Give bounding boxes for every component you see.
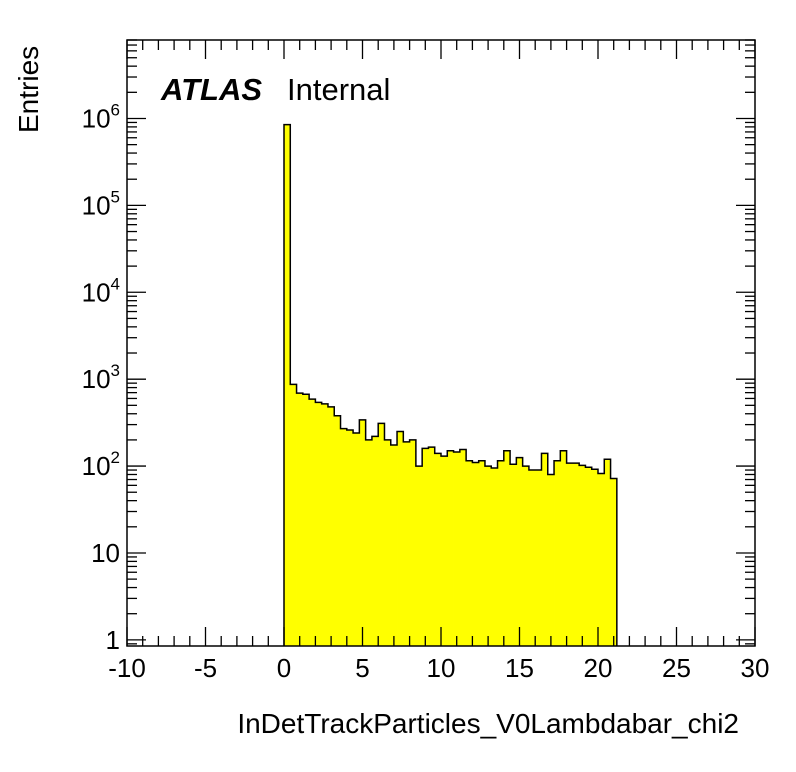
histogram-bin [441,456,448,646]
x-tick-label: -10 [108,653,146,683]
histogram-bin [510,464,517,646]
histogram-bin [409,439,417,646]
x-tick-label: 20 [584,653,613,683]
histogram-bin [547,474,555,646]
histogram-bin [604,459,611,646]
histogram-bin [459,449,467,646]
histogram-bin [535,470,542,646]
atlas-label: ATLAS [160,72,262,107]
histogram-bin [579,465,586,646]
histogram-bin [585,467,593,646]
histogram-bin [484,466,492,646]
x-tick-label: 10 [427,653,456,683]
histogram-bin [554,460,561,646]
histogram-bin [340,428,348,646]
histogram-bin [598,473,605,646]
histogram-bin [397,431,404,646]
y-tick-label: 1 [106,625,120,655]
histogram-bin [365,439,373,646]
histogram-bin [522,466,530,646]
y-tick-label: 105 [82,187,120,220]
histogram-bin [359,419,367,646]
histogram-bin [321,403,329,646]
histogram-bin [309,399,316,646]
histogram-bin [302,394,310,646]
histogram-bin [572,463,580,646]
y-axis-title: Entries [13,46,44,133]
histogram-bin [296,393,304,646]
x-tick-label: 0 [277,653,291,683]
y-tick-label: 103 [82,361,120,394]
internal-label: Internal [287,72,390,107]
x-tick-labels: -10 -5 0 5 10 15 20 25 30 [108,653,769,683]
histogram-bin [327,406,335,646]
ticks-layer [126,39,756,646]
y-tick-label: 10 [91,538,120,568]
histogram-bin [371,436,379,646]
histogram-bin [346,430,354,646]
histogram-bin [390,444,398,646]
histogram-bin [478,460,486,646]
histogram-bin [560,450,567,646]
histogram-bin [497,460,505,646]
x-tick-label: 30 [741,653,770,683]
histogram-bin [528,470,536,646]
histogram-bin [384,439,392,646]
histogram-bin [541,453,549,646]
x-tick-label: 5 [355,653,369,683]
histogram-bin [466,460,473,646]
y-tick-label: 102 [82,448,120,481]
histogram-bin [403,441,410,646]
histogram-bin [566,463,574,646]
histogram-bin [491,468,498,646]
histogram-bin [516,457,524,646]
histogram-bin [503,450,511,646]
histogram-bin [334,415,341,646]
histogram-bin [315,402,323,646]
bars-layer [284,124,618,646]
histogram-bin [378,423,385,646]
histogram-bin [472,462,480,646]
x-tick-label: -5 [194,653,217,683]
histogram-bin [447,450,454,646]
histogram-bin [415,466,423,646]
histogram-bin [284,124,291,646]
histogram-bin [591,469,599,646]
histogram-outline [283,123,618,646]
x-tick-label: 25 [662,653,691,683]
y-tick-label: 106 [82,100,120,133]
y-tick-label: 104 [82,274,120,307]
histogram-bin [290,384,297,646]
histogram-bin [428,447,436,646]
y-tick-labels: 1 10 102 103 104 105 106 [82,100,120,654]
x-axis-title: InDetTrackParticles_V0Lambdabar_chi2 [237,708,739,739]
x-tick-label: 15 [505,653,534,683]
histogram-bin [610,478,618,646]
histogram-bin [453,452,461,646]
histogram-bin [353,433,360,646]
histogram-bin [434,453,442,646]
histogram-bin [422,448,429,646]
